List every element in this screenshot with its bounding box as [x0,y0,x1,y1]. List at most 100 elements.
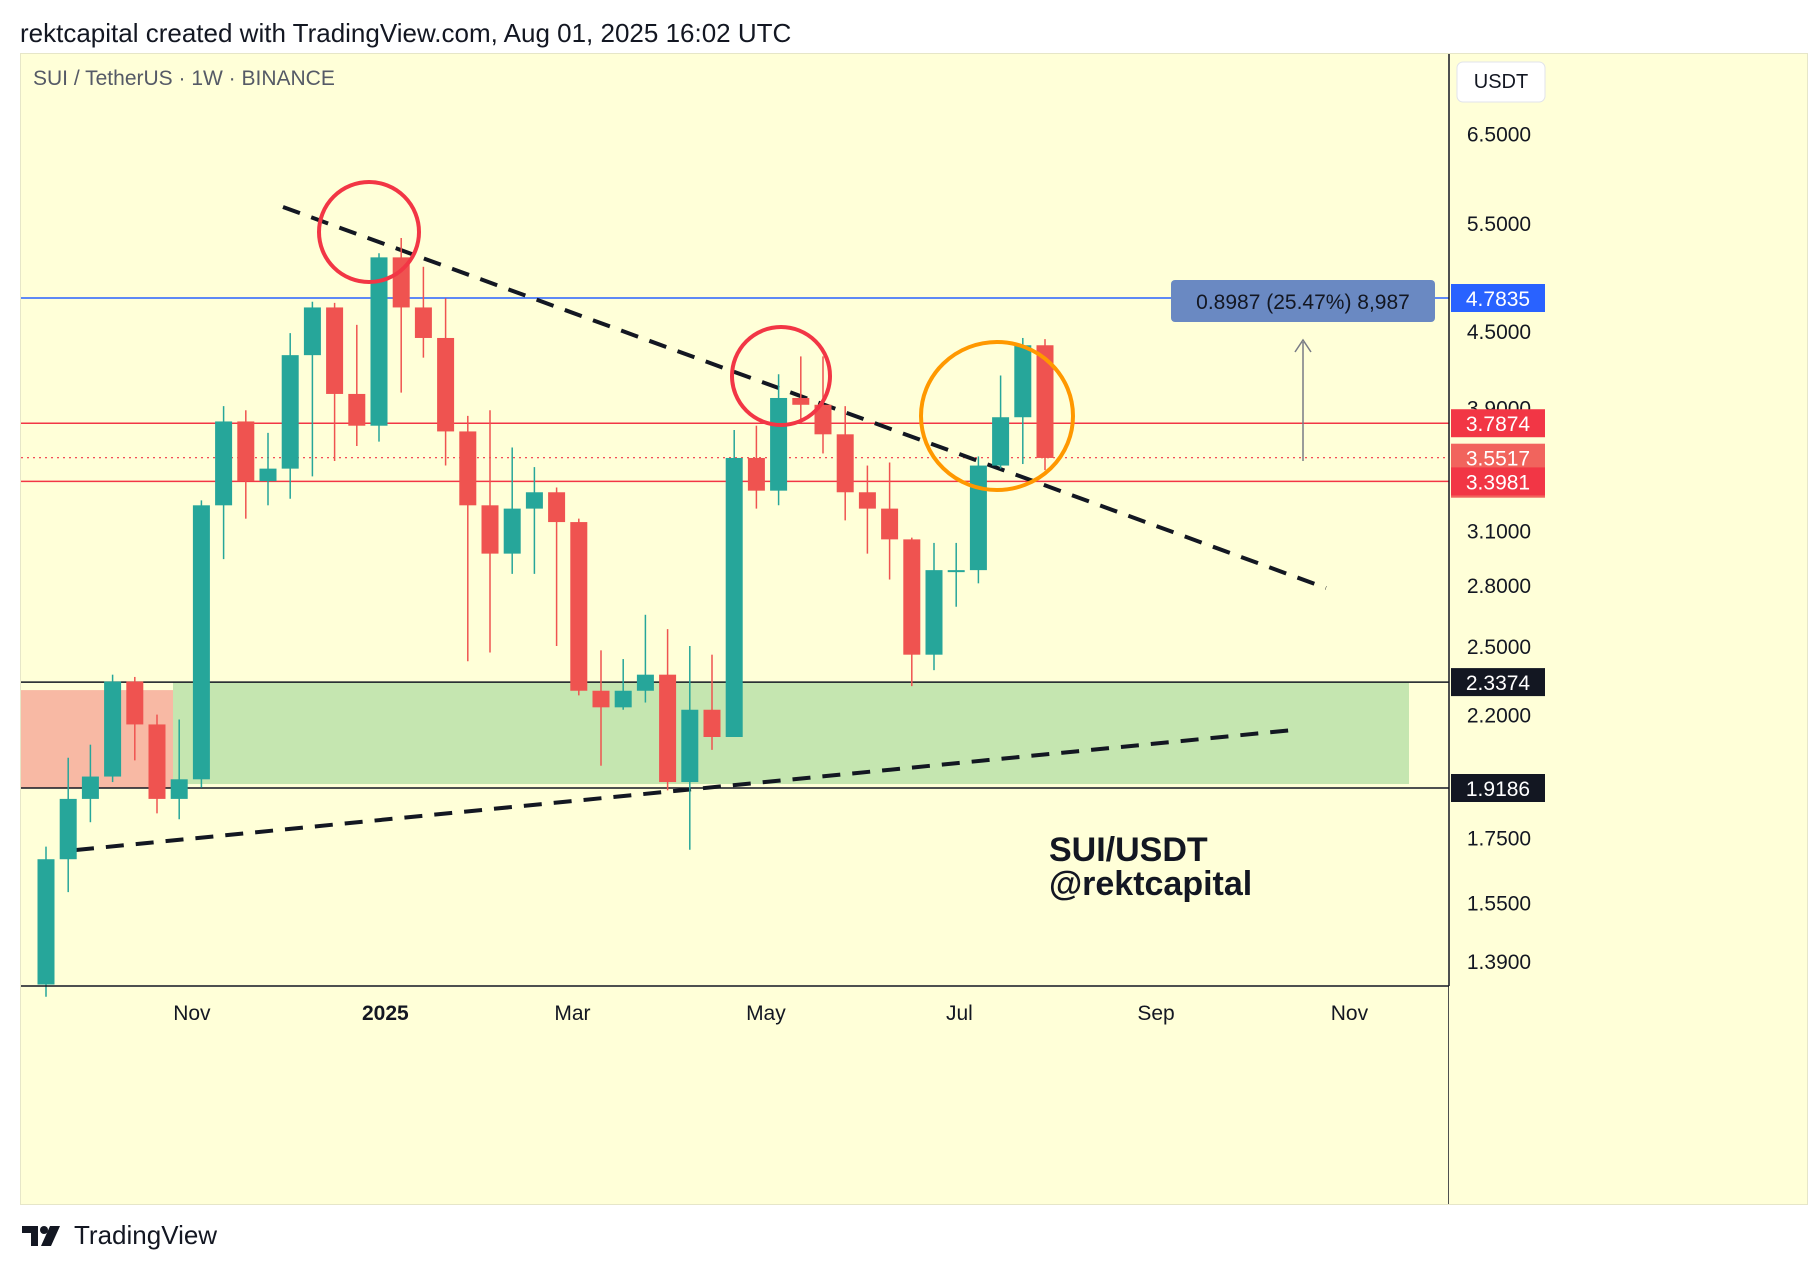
x-tick-label: Sep [1137,1002,1174,1025]
candle[interactable] [192,500,210,788]
price-label-bg [1451,467,1545,496]
price-label-3.7874[interactable]: 3.7874 [1451,409,1545,438]
candle-body [659,674,677,783]
candle-body [881,508,899,540]
candle[interactable] [326,302,344,461]
price-label-bg [1451,774,1545,802]
price-label-2.3374[interactable]: 2.3374 [1451,668,1545,697]
candle[interactable] [414,266,432,358]
candle[interactable] [481,410,499,653]
candle[interactable] [992,375,1010,469]
candle[interactable] [303,301,321,477]
x-tick-label: Nov [1331,1002,1369,1025]
candle[interactable] [148,714,166,814]
candle[interactable] [59,757,77,893]
currency-button-bg [1456,61,1546,103]
candle[interactable] [259,432,277,506]
candle-body [81,776,99,799]
candle[interactable] [969,456,987,584]
candle-body [703,709,721,737]
y-tick-label: 4.5000 [1467,321,1531,344]
candle[interactable] [37,846,55,997]
candle[interactable] [437,298,455,466]
candle[interactable] [881,462,899,580]
candle-body [281,355,299,469]
x-tick-label: 2025 [362,1002,409,1025]
candle-body [104,681,122,777]
candle[interactable] [170,719,188,820]
candle[interactable] [770,374,788,506]
price-label-1.9186[interactable]: 1.9186 [1451,774,1545,802]
candle-body [925,570,943,655]
highlight-circle-top [317,180,421,284]
candle-body [326,307,344,394]
candle-body [59,798,77,860]
candle[interactable] [237,410,255,519]
chart-caption: rektcapital created with TradingView.com… [20,18,792,48]
candle[interactable] [947,542,965,607]
candle[interactable] [858,465,876,554]
x-tick-label: Nov [173,1002,211,1025]
candle-body [525,492,543,509]
price-label-4.7835[interactable]: 4.7835 [1451,284,1545,312]
candle[interactable] [636,614,654,703]
candle[interactable] [792,356,810,423]
candle-body [792,397,810,405]
candle[interactable] [836,406,854,521]
candle[interactable] [348,324,366,447]
candle-body [1036,345,1054,458]
price-label-3.3981[interactable]: 3.3981 [1451,467,1545,496]
candle-body [503,508,521,554]
candle-body [836,434,854,493]
candle[interactable] [570,518,588,696]
y-tick-label: 1.7500 [1467,827,1531,850]
candle[interactable] [392,237,410,393]
y-tick-label: 2.2000 [1467,705,1531,728]
candle-body [126,681,144,725]
candle-body [259,468,277,482]
candle-body [858,492,876,509]
candle-body [947,570,965,573]
candle[interactable] [681,646,699,850]
candle[interactable] [81,744,99,823]
candle-body [481,505,499,554]
support-zone [173,682,1409,784]
candle-body [570,522,588,691]
candle[interactable] [659,629,677,791]
candle[interactable] [925,542,943,671]
measure-arrow-head [1294,338,1312,353]
measure-text: 0.8987 (25.47%) 8,987 [1196,291,1410,314]
candle[interactable] [281,333,299,499]
candle[interactable] [592,650,610,766]
candle[interactable] [215,406,233,560]
currency-label: USDT [1474,71,1528,93]
candlestick-chart[interactable]: 0.8987 (25.47%) 8,987 SUI / TetherUS · 1W… [21,54,1807,1204]
candle-body [903,539,921,655]
currency-button[interactable]: USDT [1456,61,1546,103]
watermark-pair: SUI/USDT [1049,831,1208,869]
measure-label[interactable]: 0.8987 (25.47%) 8,987 [1171,280,1435,322]
candle-body [747,457,765,491]
candle[interactable] [614,659,632,710]
candle[interactable] [503,447,521,574]
candle-body [636,674,654,691]
prior-range-zone [21,690,173,788]
candle[interactable] [525,467,543,574]
candle[interactable] [747,425,765,509]
candle[interactable] [370,253,388,442]
candle-body [348,393,366,426]
candle[interactable] [1014,337,1032,465]
candle[interactable] [548,487,566,647]
tradingview-brand[interactable]: TradingView [20,1220,217,1251]
candle[interactable] [725,429,743,737]
y-tick-label: 6.5000 [1467,124,1531,147]
candle-body [414,307,432,338]
y-tick-label: 2.5000 [1467,636,1531,659]
candle[interactable] [703,654,721,750]
candle[interactable] [104,674,122,783]
chart-panel[interactable]: 0.8987 (25.47%) 8,987 SUI / TetherUS · 1W… [20,53,1808,1205]
candle[interactable] [903,537,921,687]
price-label-text: 1.9186 [1466,778,1530,801]
candle[interactable] [126,676,144,761]
candle[interactable] [459,415,477,662]
